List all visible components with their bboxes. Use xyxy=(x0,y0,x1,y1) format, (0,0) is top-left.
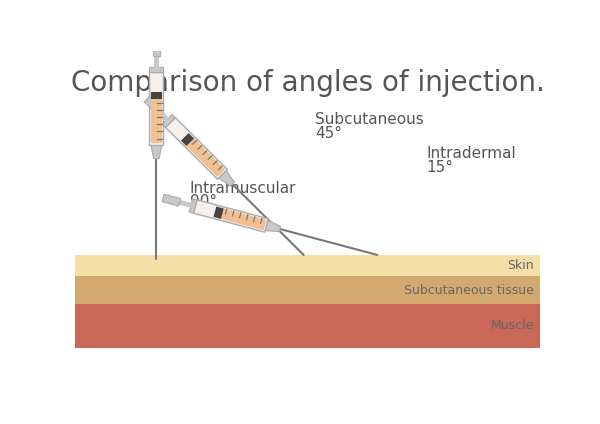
Text: Intradermal: Intradermal xyxy=(426,146,516,162)
Polygon shape xyxy=(187,139,225,177)
Text: Skin: Skin xyxy=(507,259,534,272)
Polygon shape xyxy=(149,72,163,145)
Polygon shape xyxy=(189,198,197,213)
Text: Muscle: Muscle xyxy=(490,319,534,332)
Text: 90°: 90° xyxy=(190,194,217,209)
Polygon shape xyxy=(162,194,181,206)
Polygon shape xyxy=(214,206,224,219)
Polygon shape xyxy=(151,92,162,100)
Polygon shape xyxy=(151,145,162,159)
Polygon shape xyxy=(151,100,162,143)
Polygon shape xyxy=(166,118,227,179)
Text: Subcutaneous tissue: Subcutaneous tissue xyxy=(404,284,534,296)
Polygon shape xyxy=(144,97,161,114)
Polygon shape xyxy=(152,39,160,56)
Polygon shape xyxy=(149,67,163,72)
Polygon shape xyxy=(194,200,268,232)
Polygon shape xyxy=(221,209,266,230)
Text: 45°: 45° xyxy=(315,126,342,141)
Polygon shape xyxy=(218,170,235,186)
Bar xyxy=(75,276,540,304)
Bar xyxy=(75,255,540,276)
Text: Subcutaneous: Subcutaneous xyxy=(315,112,424,127)
Bar xyxy=(75,304,540,348)
Text: 15°: 15° xyxy=(426,160,453,175)
Polygon shape xyxy=(162,114,175,128)
Polygon shape xyxy=(265,220,281,232)
Polygon shape xyxy=(181,133,194,146)
Text: Comparison of angles of injection.: Comparison of angles of injection. xyxy=(71,70,544,98)
Text: Intramuscular: Intramuscular xyxy=(190,181,296,196)
